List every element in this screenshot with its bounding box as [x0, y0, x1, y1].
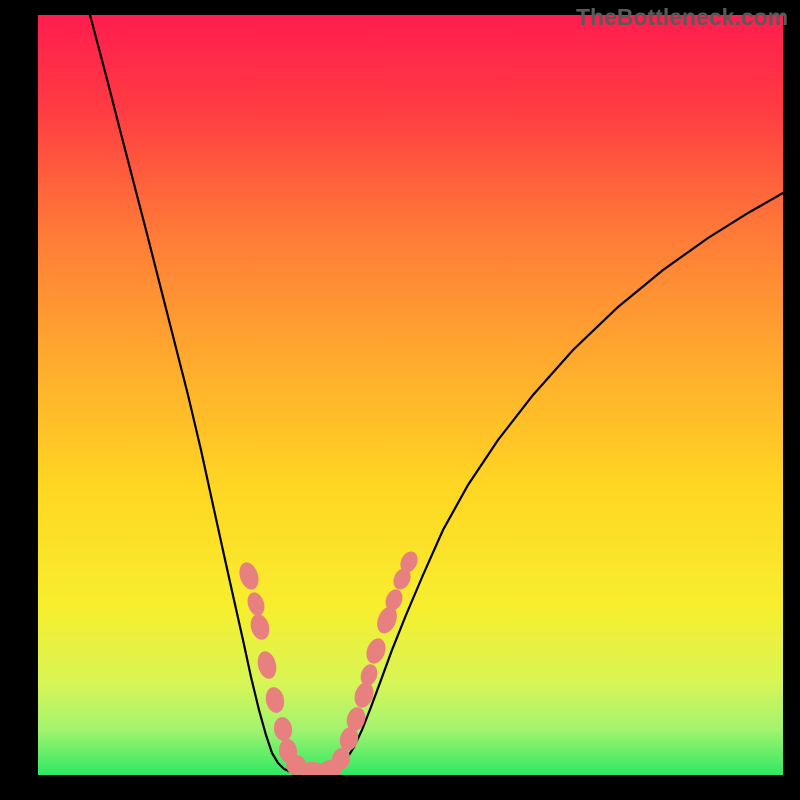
chart-container: TheBottleneck.com [0, 0, 800, 800]
chart-svg [38, 15, 783, 775]
watermark-text: TheBottleneck.com [576, 4, 788, 31]
gradient-background [38, 15, 783, 775]
plot-area [38, 15, 783, 775]
